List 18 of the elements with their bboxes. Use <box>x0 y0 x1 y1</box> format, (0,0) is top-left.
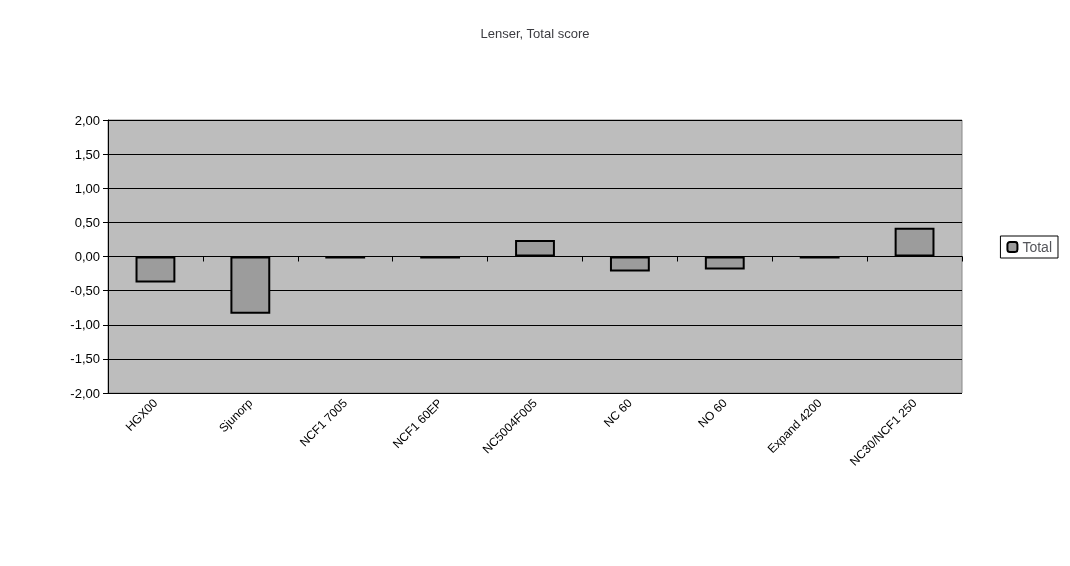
x-tick-label: NC 60 <box>600 395 636 430</box>
y-tick-label: -0,50 <box>70 283 100 299</box>
bar <box>704 256 745 270</box>
legend-label: Total <box>1022 239 1053 255</box>
bar <box>135 256 176 283</box>
y-tick-label: 1,00 <box>74 180 100 196</box>
x-tick-label: NO 60 <box>695 395 730 431</box>
y-tick-label: -1,00 <box>70 317 100 333</box>
chart-title: Lenser, Total score <box>480 26 590 41</box>
y-tick-label: 2,00 <box>74 112 100 128</box>
y-tick-label: 1,50 <box>74 146 100 162</box>
y-tick-label: -1,50 <box>70 351 100 367</box>
bar <box>894 227 935 257</box>
y-tick-label: 0,50 <box>74 214 100 230</box>
bar <box>515 240 555 257</box>
y-tick-label: 0,00 <box>74 249 100 264</box>
bar <box>609 256 650 272</box>
y-tick-label: -2,00 <box>70 385 100 401</box>
